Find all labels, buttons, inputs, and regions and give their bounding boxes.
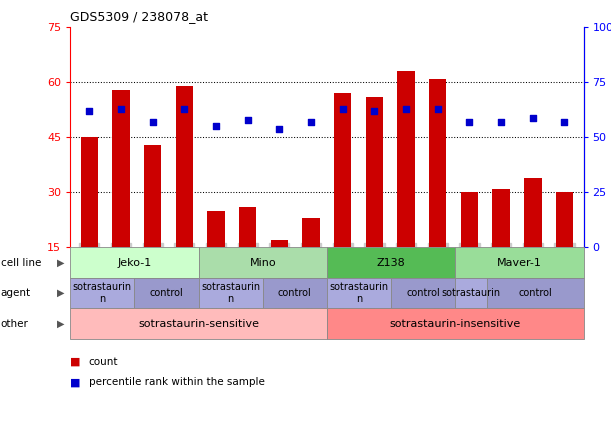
Point	[370, 108, 379, 115]
Bar	[199, 247, 327, 278]
Point	[274, 125, 284, 132]
Point	[528, 114, 538, 121]
Text: agent: agent	[1, 288, 31, 298]
Bar	[397, 71, 415, 247]
Bar	[112, 90, 130, 247]
Text: cell line: cell line	[1, 258, 41, 268]
Text: control: control	[406, 288, 440, 298]
Text: sotrastaurin
n: sotrastaurin n	[73, 282, 132, 304]
Bar	[144, 145, 161, 247]
Text: ▶: ▶	[57, 319, 64, 329]
Bar	[455, 278, 488, 308]
Bar	[327, 308, 584, 339]
Bar	[366, 97, 383, 247]
Bar	[239, 207, 257, 247]
Bar	[524, 178, 541, 247]
Text: ■: ■	[70, 377, 81, 387]
Text: control: control	[278, 288, 312, 298]
Bar	[327, 278, 391, 308]
Bar	[70, 278, 134, 308]
Bar	[488, 278, 584, 308]
Point	[306, 119, 316, 126]
Bar	[263, 278, 327, 308]
Point	[180, 105, 189, 112]
Text: sotrastaurin
n: sotrastaurin n	[329, 282, 389, 304]
Text: sotrastaurin: sotrastaurin	[442, 288, 501, 298]
Bar	[461, 192, 478, 247]
Text: sotrastaurin-insensitive: sotrastaurin-insensitive	[390, 319, 521, 329]
Text: Jeko-1: Jeko-1	[117, 258, 152, 268]
Bar	[556, 192, 573, 247]
Point	[148, 119, 158, 126]
Bar	[302, 218, 320, 247]
Bar	[429, 79, 447, 247]
Point	[496, 119, 506, 126]
Text: sotrastaurin
n: sotrastaurin n	[201, 282, 260, 304]
Text: sotrastaurin-sensitive: sotrastaurin-sensitive	[138, 319, 259, 329]
Text: other: other	[1, 319, 29, 329]
Point	[560, 119, 569, 126]
Bar	[327, 247, 455, 278]
Bar	[492, 189, 510, 247]
Bar	[271, 240, 288, 247]
Text: control: control	[150, 288, 183, 298]
Text: count: count	[89, 357, 118, 367]
Point	[338, 105, 348, 112]
Bar	[391, 278, 455, 308]
Bar	[134, 278, 199, 308]
Point	[116, 105, 126, 112]
Text: Z138: Z138	[376, 258, 406, 268]
Text: ▶: ▶	[57, 288, 64, 298]
Text: percentile rank within the sample: percentile rank within the sample	[89, 377, 265, 387]
Text: control: control	[519, 288, 552, 298]
Point	[464, 119, 474, 126]
Bar	[175, 86, 193, 247]
Bar	[207, 211, 225, 247]
Text: ■: ■	[70, 357, 81, 367]
Text: Maver-1: Maver-1	[497, 258, 542, 268]
Point	[433, 105, 442, 112]
Bar	[70, 247, 199, 278]
Bar	[70, 308, 327, 339]
Point	[401, 105, 411, 112]
Bar	[455, 247, 584, 278]
Text: GDS5309 / 238078_at: GDS5309 / 238078_at	[70, 10, 208, 23]
Bar	[334, 93, 351, 247]
Text: Mino: Mino	[249, 258, 276, 268]
Point	[84, 108, 94, 115]
Point	[243, 116, 252, 123]
Text: ▶: ▶	[57, 258, 64, 268]
Bar	[199, 278, 263, 308]
Bar	[81, 137, 98, 247]
Point	[211, 123, 221, 130]
